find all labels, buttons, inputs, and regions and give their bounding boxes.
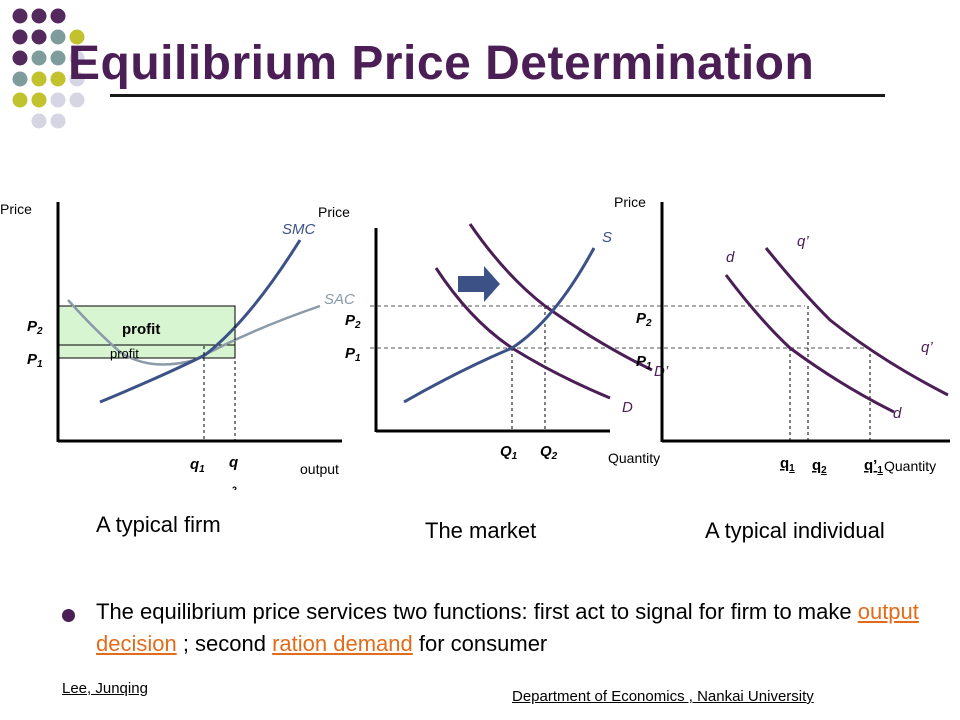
slide-title: Equilibrium Price Determination (68, 37, 815, 90)
individual-p1-label: P1 (636, 353, 652, 372)
firm-q2-label: q (229, 454, 238, 471)
market-panel: Price S D D’ P2 P1 Q1 Q2 Quantity (318, 204, 870, 466)
decor-dot (31, 8, 47, 24)
decor-dot (50, 29, 66, 45)
market-p2-label: P2 (345, 312, 361, 331)
decor-dot (69, 29, 85, 45)
individual-q3-label: q’1 (864, 457, 883, 476)
individual-q1-label: q1 (780, 455, 795, 474)
ration-demand-link[interactable]: ration demand (272, 631, 413, 656)
firm-sac-curve (67, 299, 321, 366)
decor-dot (50, 113, 66, 129)
individual-q2-label: q2 (812, 457, 827, 476)
decor-dot (69, 71, 85, 87)
individual-panel: Price d q’ q’ d P2 P1 q1 q2 q’1 Quantity (614, 194, 950, 476)
decor-dot (31, 71, 47, 87)
market-p1-label: P1 (345, 345, 361, 364)
market-q2-label: Q2 (540, 443, 558, 462)
bullet-text-3: for consumer (412, 631, 548, 656)
market-caption: The market (425, 518, 537, 543)
output-decision-link[interactable]: output decision (96, 599, 919, 656)
decor-dot (12, 8, 28, 24)
decorative-dot-grid (12, 8, 85, 129)
decor-dot (12, 71, 28, 87)
decor-dot (31, 113, 47, 129)
firm-panel: Price SMC SAC P2 P1 profit profit q1 q 2… (0, 201, 355, 490)
department-footer: Department of Economics , Nankai Univers… (512, 688, 814, 705)
market-s-label: S (602, 229, 612, 246)
firm-p1-label: P1 (27, 351, 43, 370)
market-x-label: Quantity (608, 450, 660, 466)
decor-dot (12, 50, 28, 66)
supply-demand-diagram: Price SMC SAC P2 P1 profit profit q1 q 2… (0, 194, 950, 490)
decor-dot (31, 29, 47, 45)
decor-dot (50, 50, 66, 66)
decor-dot (31, 50, 47, 66)
firm-q1-label: q1 (190, 456, 205, 475)
author-footer: Lee, Junqing (62, 680, 148, 697)
individual-d-bottom-label: d (893, 405, 902, 422)
decor-dot (50, 8, 66, 24)
market-shifted-demand-curve (468, 223, 653, 372)
market-q1-label: Q1 (500, 443, 518, 462)
firm-smc-label: SMC (282, 221, 316, 238)
firm-p2-label: P2 (27, 318, 43, 337)
firm-sac-label: SAC (324, 291, 355, 308)
bullet-text-2: ; second (176, 631, 273, 656)
individual-d-top-label: d (726, 249, 735, 266)
individual-demand-curve (724, 274, 895, 414)
decor-dot (12, 92, 28, 108)
firm-y-label: Price (0, 201, 32, 217)
decor-dot (69, 50, 85, 66)
individual-p2-label: P2 (636, 310, 652, 329)
market-y-label: Price (318, 204, 350, 220)
firm-profit-small-label: profit (110, 346, 139, 361)
profit-area (57, 305, 236, 359)
firm-smc-curve (99, 239, 302, 404)
decor-dot (69, 92, 85, 108)
decor-dot (50, 71, 66, 87)
firm-x-label: output (300, 461, 339, 477)
title-underline (110, 94, 885, 97)
firm-caption: A typical firm (96, 512, 221, 537)
individual-qp-right-label: q’ (921, 339, 933, 356)
individual-x-label: Quantity (884, 458, 936, 474)
bullet-text: The equilibrium price services two funct… (96, 596, 936, 660)
firm-q2-subscript: 2 (232, 485, 237, 490)
market-d-label: D (622, 399, 633, 416)
decor-dot (12, 29, 28, 45)
decor-dot (31, 92, 47, 108)
individual-caption: A typical individual (705, 518, 885, 543)
demand-shift-arrow (458, 266, 500, 302)
decor-dot (50, 92, 66, 108)
bullet-dot (62, 609, 75, 622)
individual-shifted-demand-curve (764, 247, 949, 397)
individual-qp-top-label: q’ (797, 233, 809, 250)
firm-profit-label: profit (122, 321, 160, 338)
market-supply-curve (403, 247, 596, 404)
bullet-text-1: The equilibrium price services two funct… (96, 599, 858, 624)
individual-y-label: Price (614, 194, 646, 210)
